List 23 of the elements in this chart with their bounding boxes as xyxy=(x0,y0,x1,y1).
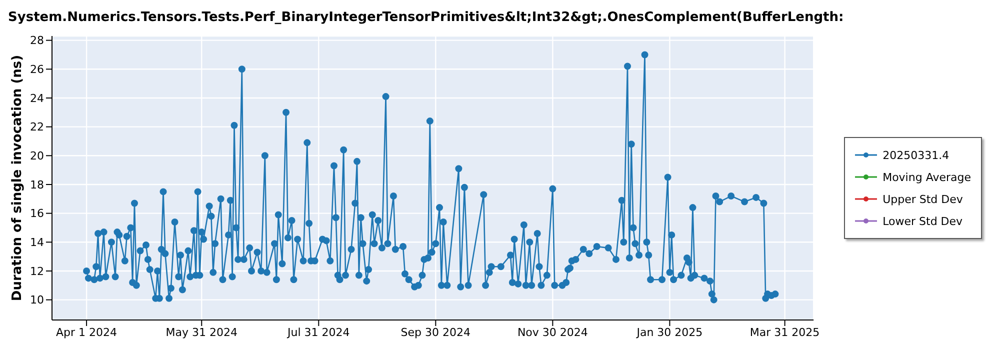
y-tick-label: 24 xyxy=(30,92,44,105)
x-tick-label: May 31 2024 xyxy=(166,326,238,339)
x-tick-label: Nov 30 2024 xyxy=(517,326,588,339)
x-tick-label: Jan 30 2025 xyxy=(636,326,703,339)
y-tick-label: 26 xyxy=(30,63,44,76)
y-tick-label: 10 xyxy=(30,294,44,307)
legend-label: Lower Std Dev xyxy=(882,214,963,228)
y-tick-label: 22 xyxy=(30,120,44,134)
x-tick-label: Sep 30 2024 xyxy=(400,326,471,339)
legend-label: Moving Average xyxy=(882,170,971,184)
y-tick-label: 20 xyxy=(30,150,44,163)
x-tick-label: Apr 1 2024 xyxy=(56,326,118,339)
legend-label: 20250331.4 xyxy=(882,148,950,162)
chart-title: System.Numerics.Tensors.Tests.Perf_BinaryIntegerTensorPrimitives&lt;Int32&gt;.OnesComplement(BufferLength: xyxy=(8,9,845,27)
y-tick-label: 16 xyxy=(30,207,44,220)
y-tick-label: 12 xyxy=(30,264,44,278)
y-axis-title: Duration of single invocation (ns) xyxy=(10,54,25,302)
y-tick-label: 18 xyxy=(30,178,44,192)
x-tick-label: Mar 31 2025 xyxy=(750,326,820,339)
x-tick-label: Jul 31 2024 xyxy=(286,326,350,339)
legend-label: Upper Std Dev xyxy=(882,192,963,206)
y-tick-label: 14 xyxy=(30,236,44,250)
y-tick-label: 28 xyxy=(30,34,44,48)
